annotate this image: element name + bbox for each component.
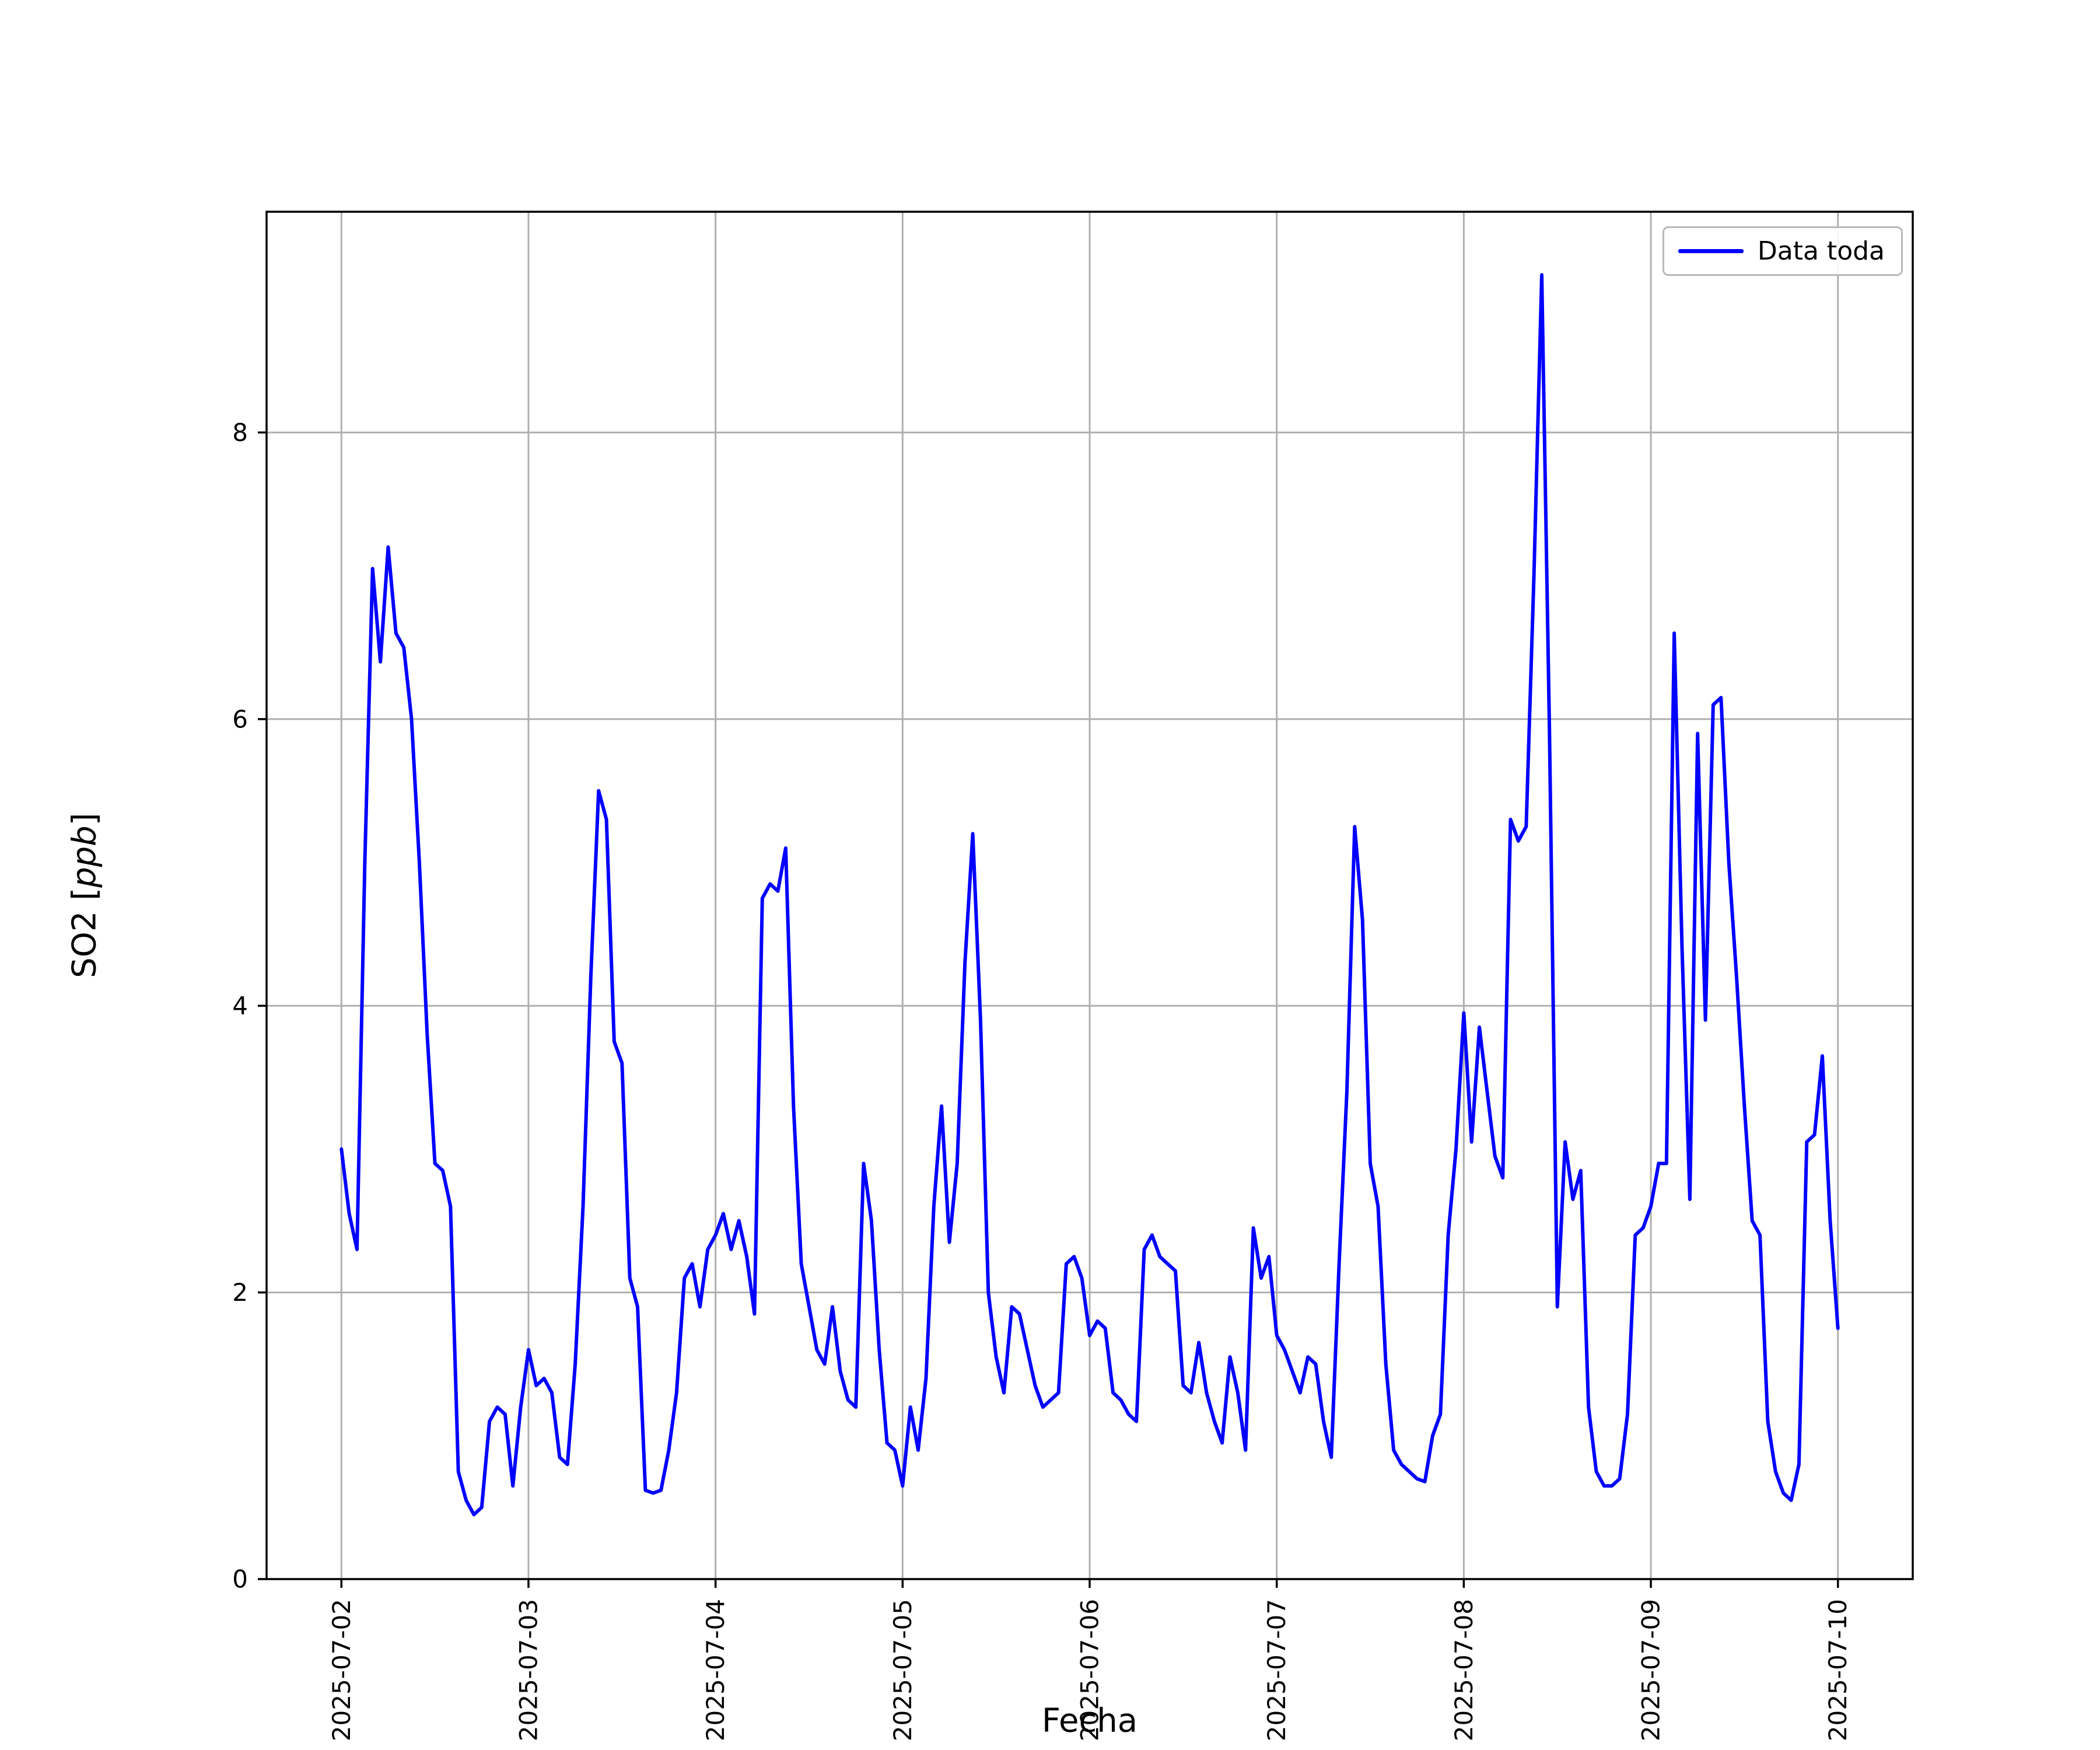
y-tick-label: 8 [232, 418, 248, 447]
x-tick-label: 2025-07-06 [1076, 1599, 1104, 1741]
x-axis-title: Fecha [1041, 1702, 1138, 1740]
y-axis-title: SO2 [ppb] [66, 813, 104, 978]
legend: Data toda [1662, 226, 1903, 276]
data-line [340, 273, 1840, 1517]
x-tick-label: 2025-07-02 [327, 1599, 356, 1741]
x-tick-label: 2025-07-07 [1262, 1599, 1291, 1741]
x-tick-label: 2025-07-08 [1450, 1599, 1478, 1741]
legend-line-sample [1678, 249, 1744, 253]
y-tick-label: 0 [232, 1565, 248, 1594]
x-tick-label: 2025-07-04 [701, 1599, 730, 1741]
x-tick-label: 2025-07-09 [1637, 1599, 1665, 1741]
y-axis-title-unit: ppb [65, 825, 104, 888]
x-tick-label: 2025-07-05 [888, 1599, 917, 1741]
x-tick-label: 2025-07-10 [1824, 1599, 1852, 1741]
y-tick-label: 4 [232, 992, 248, 1020]
y-axis-title-prefix: SO2 [ [65, 887, 104, 978]
legend-label: Data toda [1757, 236, 1885, 266]
y-tick-label: 2 [232, 1278, 248, 1307]
x-tick-label: 2025-07-03 [514, 1599, 542, 1741]
y-tick-label: 6 [232, 705, 248, 733]
y-axis-title-suffix: ] [65, 813, 104, 826]
